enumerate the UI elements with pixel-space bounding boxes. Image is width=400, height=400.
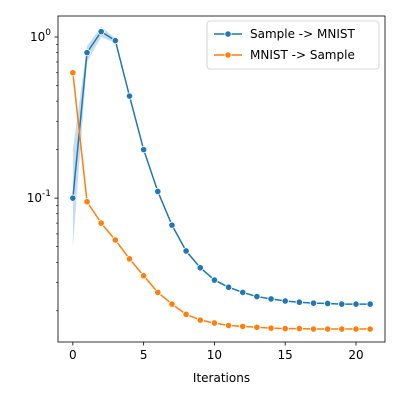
point-sample-mnist (97, 28, 105, 36)
point-mnist-sample (324, 325, 332, 333)
point-mnist-sample (309, 325, 318, 333)
point-mnist-sample (352, 325, 360, 333)
point-sample-mnist (253, 292, 261, 301)
point-sample-mnist (281, 297, 289, 305)
legend-marker (224, 51, 232, 59)
point-sample-mnist (182, 247, 190, 255)
x-tick-label: 20 (348, 348, 363, 362)
x-tick-label: 15 (278, 348, 293, 362)
point-sample-mnist (239, 288, 247, 297)
point-mnist-sample (69, 69, 77, 77)
point-mnist-sample (281, 325, 289, 333)
point-sample-mnist (352, 300, 360, 308)
point-sample-mnist (168, 221, 176, 229)
point-mnist-sample (83, 198, 91, 206)
legend-label: Sample -> MNIST (250, 27, 355, 41)
point-mnist-sample (182, 310, 190, 318)
legend-label: MNIST -> Sample (250, 48, 355, 62)
point-mnist-sample (210, 319, 219, 327)
y-axis-ticks: 10-1 100 (27, 28, 58, 312)
line-mnist-sample (72, 72, 371, 330)
x-axis-ticks: 0 5 10 15 20 (69, 342, 364, 362)
point-mnist-sample (224, 321, 233, 330)
point-sample-mnist (324, 299, 332, 308)
point-sample-mnist (196, 264, 204, 272)
y-tick-label: 10-1 (27, 189, 51, 205)
point-sample-mnist (140, 146, 148, 154)
point-mnist-sample (140, 272, 148, 280)
point-mnist-sample (111, 236, 119, 244)
point-sample-mnist (224, 283, 233, 291)
legend-marker (224, 30, 232, 38)
point-mnist-sample (97, 219, 105, 227)
point-sample-mnist (210, 276, 219, 284)
legend-box (206, 20, 380, 70)
x-axis-label: Iterations (193, 371, 250, 385)
y-tick-label: 100 (30, 28, 51, 44)
point-sample-mnist (295, 298, 303, 306)
x-tick-label: 10 (207, 348, 222, 362)
legend: Sample -> MNIST MNIST -> Sample (206, 20, 380, 70)
x-tick-label: 5 (140, 348, 148, 362)
point-sample-mnist (338, 300, 346, 308)
point-mnist-sample (295, 325, 303, 333)
point-sample-mnist (125, 92, 134, 100)
point-mnist-sample (168, 300, 176, 308)
point-mnist-sample (154, 288, 162, 297)
point-sample-mnist (111, 36, 119, 45)
point-sample-mnist (83, 49, 91, 57)
point-mnist-sample (196, 316, 204, 324)
plot-area-frame (57, 15, 386, 343)
series-lines (72, 30, 371, 330)
point-mnist-sample (125, 255, 134, 263)
point-mnist-sample (239, 322, 247, 330)
point-mnist-sample (338, 325, 346, 333)
x-tick-label: 0 (69, 348, 77, 362)
point-sample-mnist (154, 187, 162, 196)
line-sample-mnist (72, 30, 371, 305)
point-mnist-sample (253, 323, 261, 331)
point-mnist-sample (366, 325, 374, 333)
point-mnist-sample (267, 324, 275, 332)
point-sample-mnist (267, 295, 275, 303)
series-markers (69, 28, 374, 333)
point-sample-mnist (309, 299, 318, 307)
point-sample-mnist (69, 194, 77, 202)
point-sample-mnist (366, 300, 374, 308)
